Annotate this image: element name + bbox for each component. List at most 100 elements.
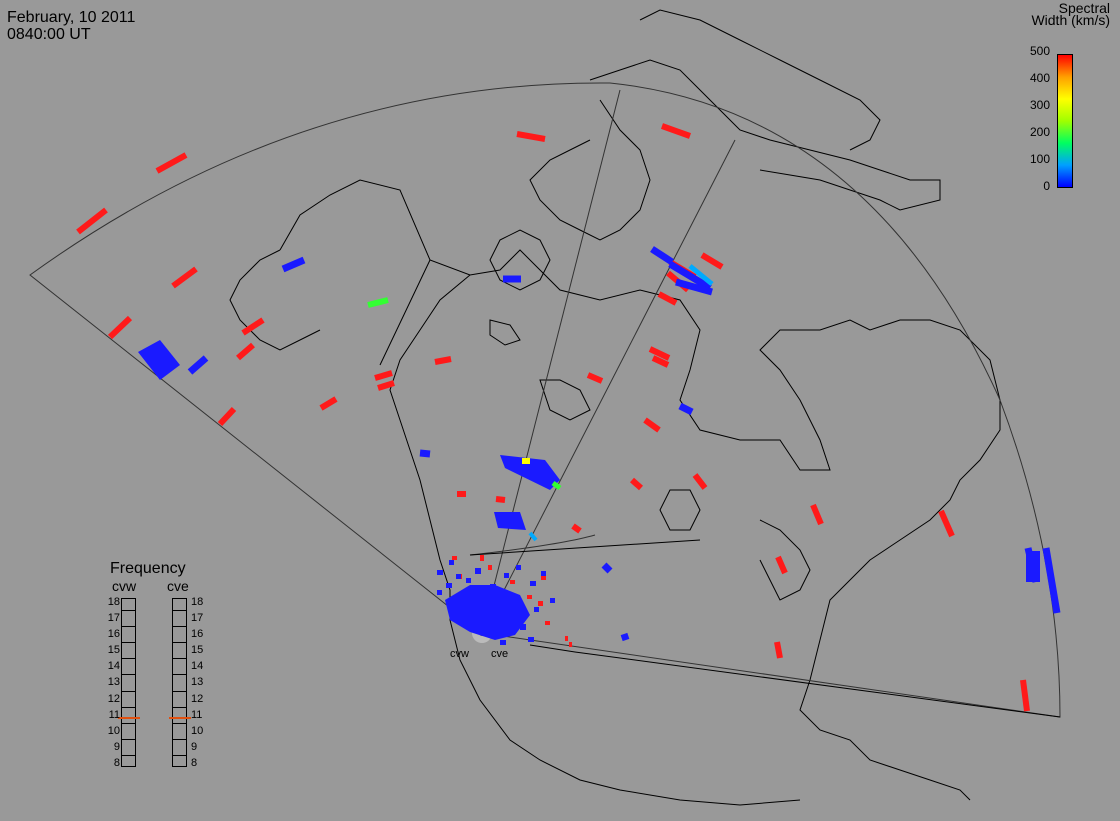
echo-cell: [107, 315, 133, 340]
echo-cell: [516, 131, 546, 142]
echo-cell: [516, 565, 521, 570]
frequency-box-divider: [172, 658, 187, 660]
frequency-box-divider: [121, 722, 136, 724]
frequency-tick-left: 17: [107, 612, 120, 625]
frequency-box-divider: [172, 642, 187, 644]
echo-cell: [551, 480, 562, 491]
echo-cell: [630, 477, 643, 491]
frequency-box-divider: [172, 626, 187, 628]
frequency-box-cvw: [121, 598, 136, 767]
echo-cell: [281, 256, 306, 273]
frequency-tick-left: 8: [113, 756, 120, 769]
echo-cell: [241, 317, 265, 336]
echoes-mid-width: [367, 264, 714, 542]
frequency-tick-right: 9: [191, 740, 198, 753]
frequency-tick-right: 18: [191, 596, 204, 608]
echo-cell: [569, 642, 572, 647]
field-of-view: [29, 82, 1061, 718]
echo-cell: [319, 396, 338, 411]
frequency-tick-left: 11: [108, 708, 120, 721]
frequency-box-divider: [172, 722, 187, 724]
colorbar-title-line2: Width (km/s): [1031, 12, 1110, 28]
echo-cell: [810, 503, 824, 526]
echo-cell: [650, 246, 674, 265]
echo-cell: [520, 624, 526, 630]
frequency-box-divider: [172, 674, 187, 676]
echo-cell: [586, 372, 604, 384]
date-label: February, 10 2011: [7, 9, 136, 26]
frequency-panel: Frequency cvw cve 18 18 17 17 16 16 15 15 14 14 13…: [90, 558, 230, 788]
echo-cell: [678, 402, 694, 416]
echo-cell: [1042, 547, 1061, 614]
echo-cell: [530, 581, 536, 586]
echo-cell: [538, 601, 543, 606]
frequency-tick-left: 15: [107, 644, 120, 657]
echo-cell: [528, 531, 538, 542]
echo-cell: [462, 610, 468, 616]
echo-cell: [490, 584, 496, 590]
echo-cell: [938, 509, 955, 538]
echo-cell: [217, 406, 237, 427]
echo-cell: [1020, 679, 1030, 712]
echo-cell: [651, 355, 670, 368]
frequency-box-divider: [172, 610, 187, 612]
frequency-box-divider: [121, 690, 136, 692]
echo-cell: [541, 576, 546, 580]
frequency-title: Frequency: [110, 560, 186, 577]
colorbar: [1057, 54, 1073, 188]
echo-cell: [601, 562, 613, 574]
echo-cell: [675, 278, 713, 296]
echo-cell: [448, 606, 455, 612]
frequency-box-divider: [172, 690, 187, 692]
frequency-box-divider: [121, 754, 136, 756]
echo-cell: [374, 370, 393, 381]
echo-cell: [171, 266, 198, 289]
echo-cell: [187, 355, 209, 375]
frequency-radar-label-cvw: cvw: [112, 578, 137, 594]
coastlines: [229, 9, 1001, 806]
frequency-tick-left: 10: [107, 724, 120, 737]
frequency-tick-right: 10: [191, 724, 204, 737]
frequency-tick-right: 15: [191, 644, 204, 657]
echo-cell: [456, 574, 461, 579]
echo-cell: [510, 580, 515, 584]
frequency-tick-right: 14: [191, 660, 204, 673]
echo-cell: [534, 607, 539, 612]
station-label-cve: cve: [491, 648, 509, 660]
frequency-box-divider: [121, 658, 136, 660]
frequency-radar-label-cve: cve: [167, 578, 189, 594]
echo-cell: [236, 342, 255, 361]
echo-cell: [692, 473, 708, 490]
frequency-box-divider: [121, 642, 136, 644]
echo-cell: [668, 260, 712, 292]
colorbar-tick: 500: [1029, 44, 1050, 58]
frequency-tick-right: 13: [191, 676, 204, 689]
frequency-tick-left: 16: [107, 628, 120, 641]
echo-cell: [76, 207, 108, 235]
echo-cell: [775, 555, 788, 575]
echo-cell: [700, 252, 724, 270]
echo-cell: [452, 556, 457, 560]
borders: [379, 259, 1061, 718]
echo-cell: [494, 512, 526, 530]
station-label-cvw: cvw: [450, 648, 469, 660]
echo-cell: [1026, 551, 1040, 582]
colorbar-tick: 400: [1029, 71, 1050, 85]
frequency-tick-left: 14: [107, 660, 120, 673]
frequency-box-divider: [172, 754, 187, 756]
echo-cell: [500, 455, 560, 490]
echo-cell: [437, 570, 443, 575]
frequency-marker-cvw: [118, 716, 140, 719]
echo-cell: [527, 595, 532, 599]
echo-cell: [495, 496, 506, 503]
echo-cell: [565, 636, 568, 641]
frequency-box-divider: [121, 610, 136, 612]
echo-cell: [488, 565, 492, 570]
echo-cell: [480, 555, 484, 561]
echo-cell: [446, 583, 452, 588]
colorbar-tick: 200: [1029, 125, 1050, 139]
echo-cell: [688, 264, 714, 286]
frequency-tick-left: 12: [107, 692, 120, 705]
echo-cell: [528, 637, 534, 642]
frequency-box-divider: [121, 674, 136, 676]
